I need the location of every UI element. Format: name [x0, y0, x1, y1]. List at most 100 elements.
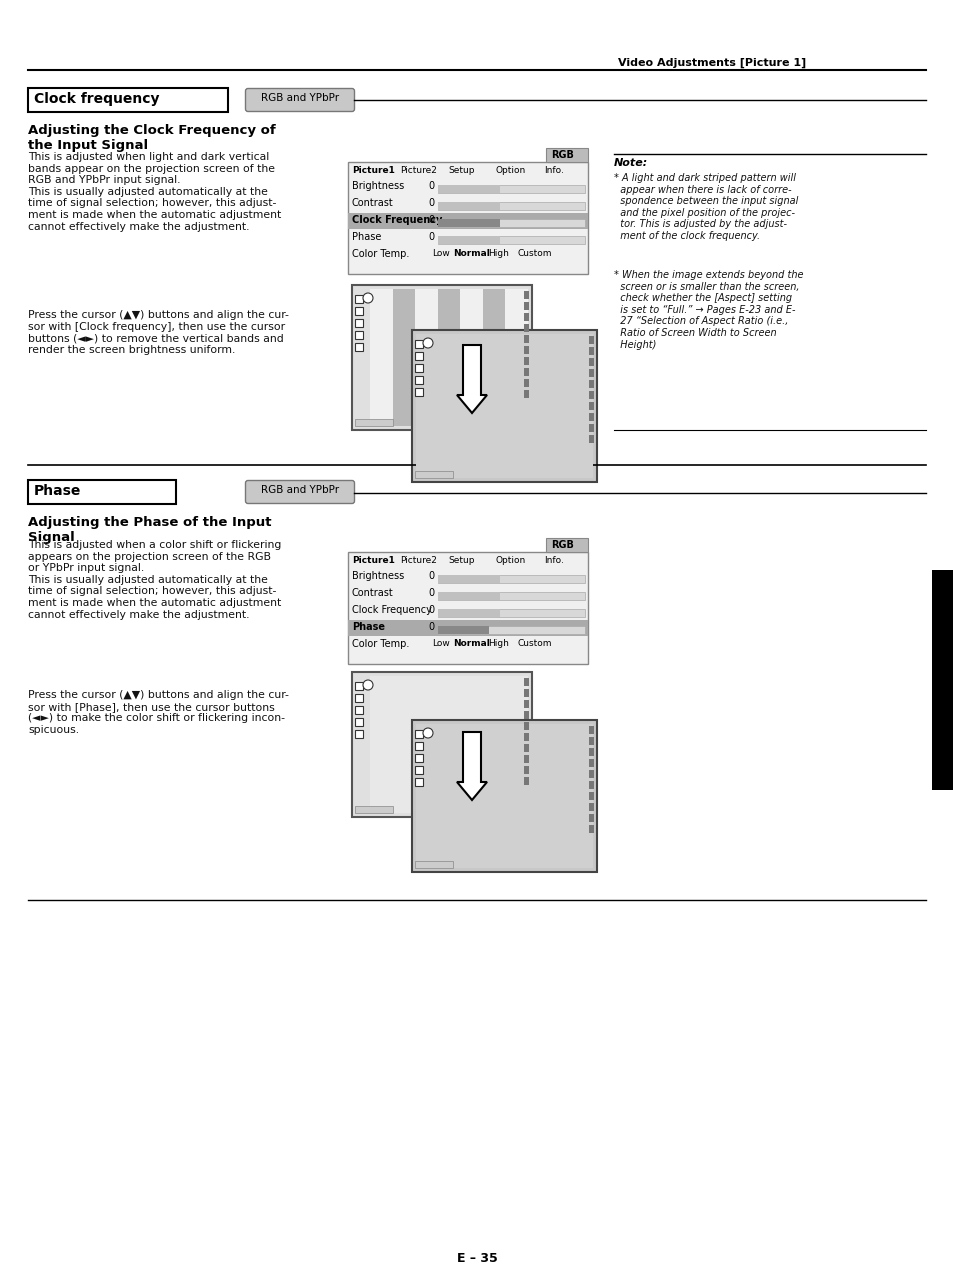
Text: Press the cursor (▲▼) buttons and align the cur-
sor with [Phase], then use the : Press the cursor (▲▼) buttons and align … — [28, 691, 289, 735]
Bar — [523, 390, 529, 397]
Bar — [355, 706, 363, 713]
Text: 0: 0 — [428, 589, 434, 598]
Bar — [588, 380, 594, 389]
Bar — [588, 358, 594, 366]
Bar — [437, 219, 499, 227]
Text: Phase: Phase — [352, 232, 381, 242]
Bar — [588, 748, 594, 755]
Bar — [588, 792, 594, 800]
Bar — [482, 289, 505, 426]
Bar — [437, 289, 459, 426]
Bar — [437, 591, 584, 600]
Bar — [523, 335, 529, 343]
Bar — [415, 766, 422, 775]
Text: Normal: Normal — [453, 248, 489, 259]
Bar — [523, 766, 529, 775]
Bar — [416, 724, 593, 868]
Text: 0: 0 — [428, 605, 434, 615]
Bar — [437, 626, 489, 633]
Bar — [437, 575, 584, 582]
Text: Adjusting the Phase of the Input: Adjusting the Phase of the Input — [28, 516, 272, 529]
Text: High: High — [488, 640, 508, 648]
Text: RGB and YPbPr: RGB and YPbPr — [261, 485, 338, 496]
Text: Setup: Setup — [448, 555, 474, 564]
Bar — [437, 236, 499, 243]
Text: Signal: Signal — [28, 531, 74, 544]
Bar — [416, 334, 593, 478]
Text: Contrast: Contrast — [352, 589, 394, 598]
Bar — [415, 389, 422, 396]
Text: High: High — [488, 248, 508, 259]
Text: Video Adjustments [Picture 1]: Video Adjustments [Picture 1] — [618, 59, 805, 69]
Bar — [523, 347, 529, 354]
Bar — [523, 678, 529, 685]
Text: Setup: Setup — [448, 166, 474, 175]
Bar — [437, 236, 584, 243]
FancyArrow shape — [456, 345, 486, 413]
Bar — [355, 730, 363, 738]
Bar — [588, 434, 594, 443]
Text: Picture2: Picture2 — [399, 166, 436, 175]
Text: RGB: RGB — [551, 540, 574, 550]
Text: Color Temp.: Color Temp. — [352, 640, 409, 648]
Text: Adjusting the Clock Frequency of: Adjusting the Clock Frequency of — [28, 124, 275, 138]
Text: Color Temp.: Color Temp. — [352, 248, 409, 259]
Bar — [437, 609, 584, 617]
Bar — [523, 722, 529, 730]
Text: Info.: Info. — [543, 166, 563, 175]
Bar — [355, 694, 363, 702]
Bar — [588, 759, 594, 767]
Text: Clock Frequency: Clock Frequency — [352, 215, 442, 225]
Bar — [523, 368, 529, 376]
Text: Custom: Custom — [517, 248, 552, 259]
Bar — [355, 806, 393, 813]
Bar — [415, 289, 437, 426]
Bar — [523, 302, 529, 310]
Bar — [28, 480, 175, 505]
Text: Picture1: Picture1 — [352, 555, 395, 564]
Circle shape — [422, 727, 433, 738]
Bar — [523, 777, 529, 785]
FancyBboxPatch shape — [245, 480, 355, 503]
Text: RGB: RGB — [551, 150, 574, 161]
Bar — [348, 162, 587, 274]
Bar — [393, 289, 415, 426]
Text: Info.: Info. — [543, 555, 563, 564]
Bar — [355, 682, 363, 691]
Bar — [588, 781, 594, 789]
Bar — [523, 733, 529, 741]
FancyBboxPatch shape — [245, 88, 355, 112]
Text: Note:: Note: — [614, 158, 648, 168]
Text: Clock frequency: Clock frequency — [34, 92, 159, 106]
Bar — [415, 471, 453, 478]
Text: Option: Option — [496, 555, 526, 564]
Text: * A light and dark striped pattern will
  appear when there is lack of corre-
  : * A light and dark striped pattern will … — [614, 173, 798, 241]
Text: E – 35: E – 35 — [456, 1252, 497, 1265]
Bar — [437, 626, 584, 633]
Text: Phase: Phase — [352, 622, 385, 632]
Text: Contrast: Contrast — [352, 197, 394, 208]
Bar — [588, 336, 594, 344]
Bar — [505, 289, 527, 426]
Bar — [523, 755, 529, 763]
Bar — [588, 826, 594, 833]
Bar — [588, 347, 594, 355]
Bar — [437, 185, 499, 192]
Text: 0: 0 — [428, 232, 434, 242]
Bar — [523, 378, 529, 387]
Text: Press the cursor (▲▼) buttons and align the cur-
sor with [Clock frequency], the: Press the cursor (▲▼) buttons and align … — [28, 310, 289, 354]
Bar — [588, 726, 594, 734]
Bar — [355, 307, 363, 315]
Text: This is adjusted when a color shift or flickering
appears on the projection scre: This is adjusted when a color shift or f… — [28, 540, 281, 619]
Text: Phase: Phase — [34, 484, 81, 498]
Bar — [415, 741, 422, 750]
Bar — [28, 88, 228, 112]
Bar — [588, 391, 594, 399]
Text: 0: 0 — [428, 571, 434, 581]
Bar — [588, 403, 594, 410]
Bar — [415, 352, 422, 361]
Bar — [437, 185, 584, 192]
Bar — [523, 689, 529, 697]
Circle shape — [363, 293, 373, 303]
Text: 0: 0 — [428, 215, 434, 225]
